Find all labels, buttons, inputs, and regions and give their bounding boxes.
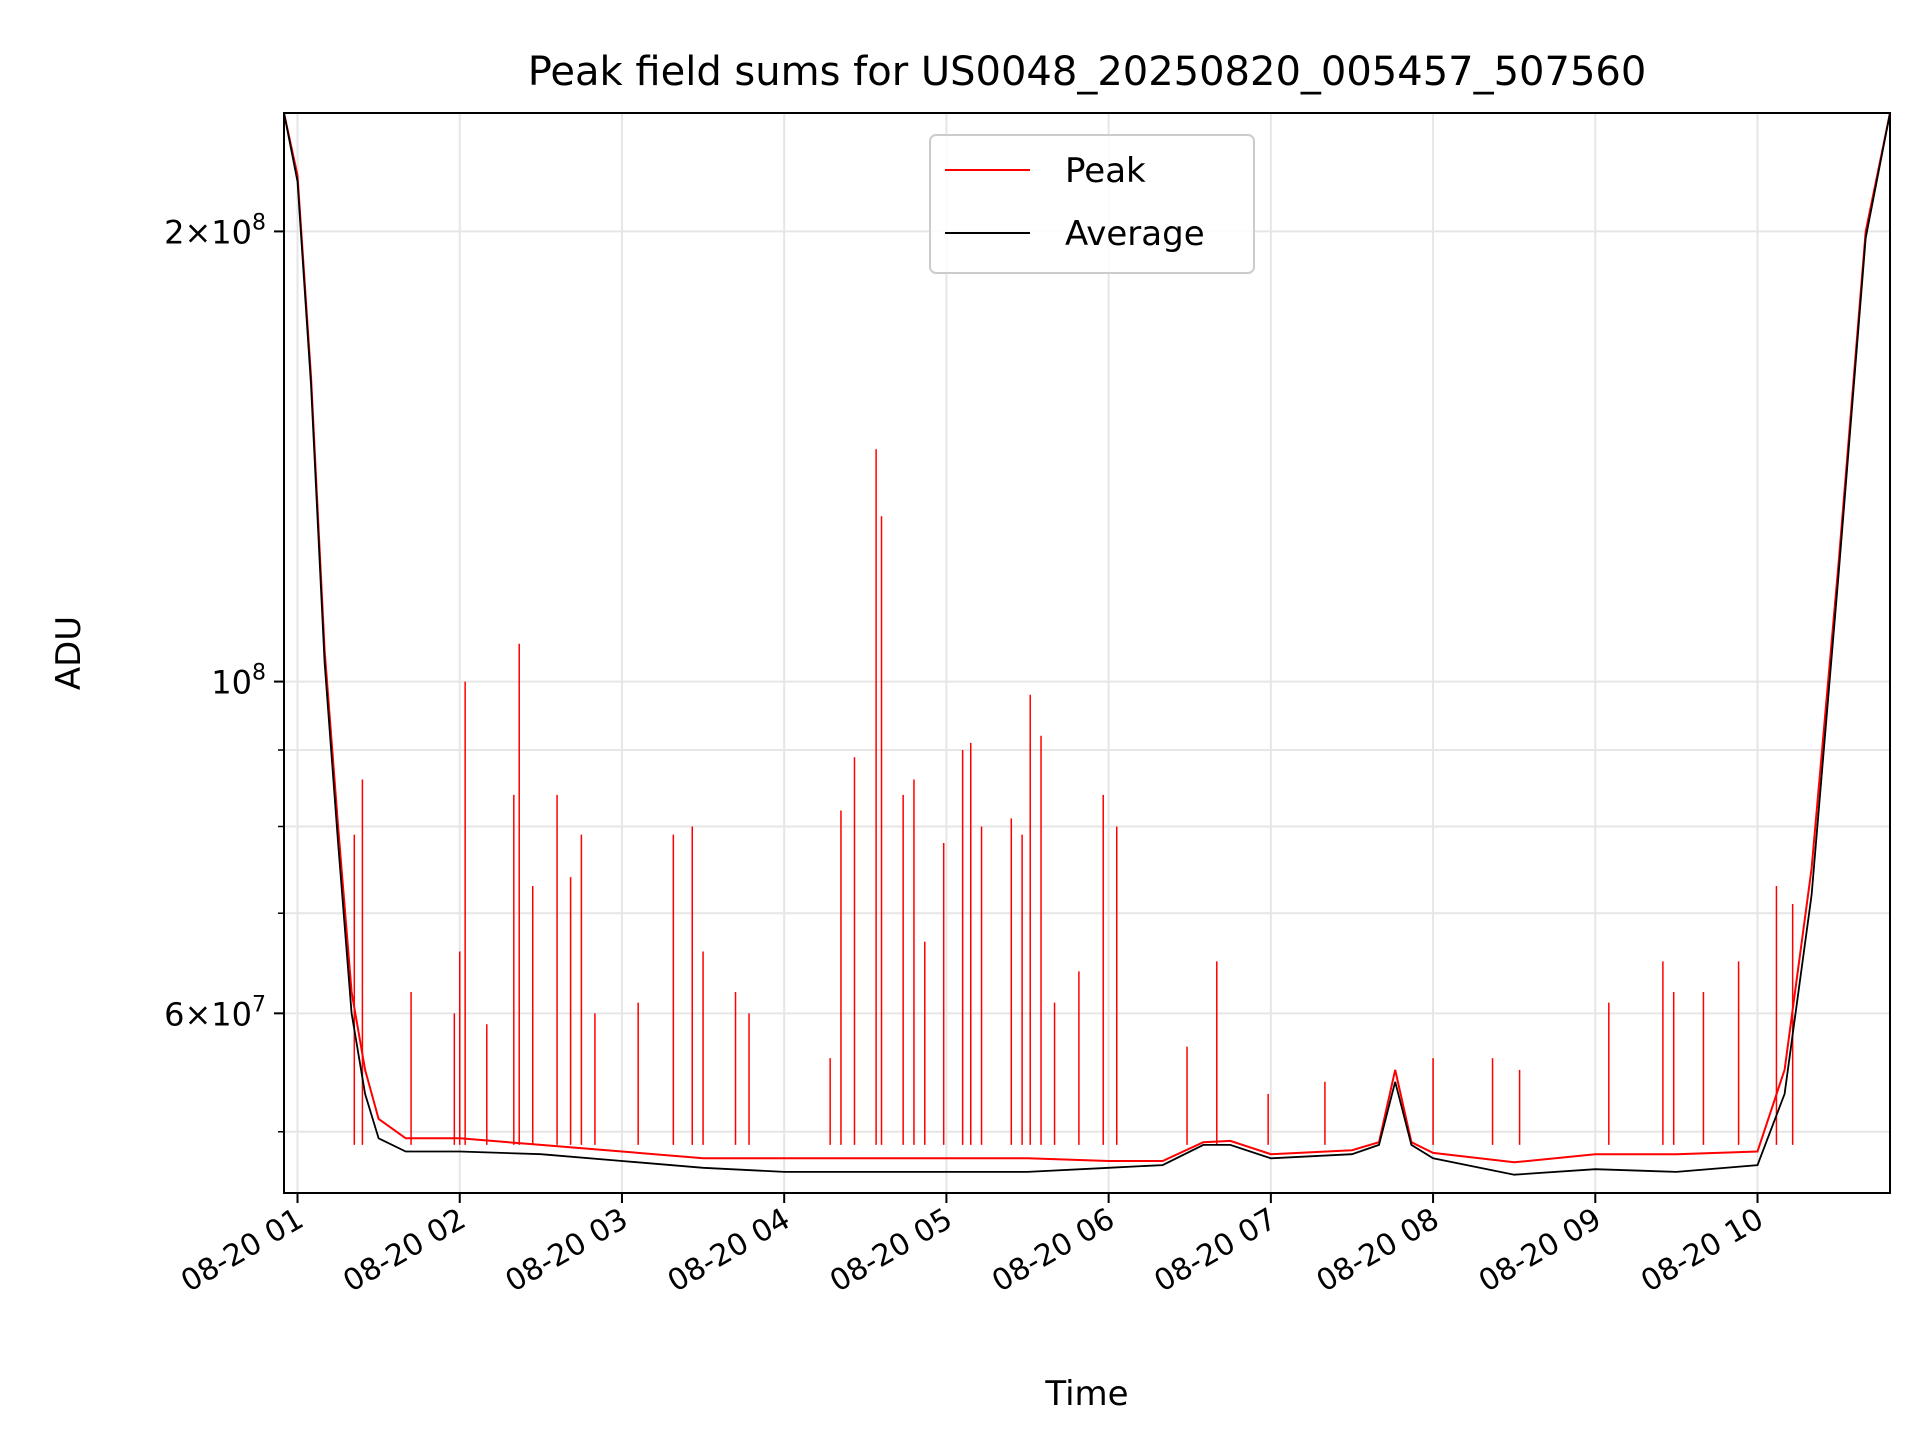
series-average-line [284, 113, 1890, 1176]
y-axis-label: ADU [49, 616, 89, 690]
plot-frame [283, 112, 1891, 1194]
chart-title: Peak field sums for US0048_20250820_0054… [528, 49, 1647, 95]
legend: Peak Average [929, 134, 1255, 274]
series-group [284, 113, 1890, 1176]
y-axis: 6×107 108 2×108 [164, 210, 284, 1133]
y-tick-label: 2×108 [164, 210, 266, 251]
x-axis-label: Time [1044, 1374, 1128, 1414]
y-tick-label: 108 [211, 661, 266, 702]
legend-label-average: Average [1065, 214, 1205, 254]
grid [284, 113, 1890, 1193]
y-tick-label: 6×107 [164, 992, 266, 1033]
series-layer [284, 113, 1890, 1176]
series-peak-line [284, 113, 1890, 1164]
legend-label-peak: Peak [1065, 151, 1146, 191]
